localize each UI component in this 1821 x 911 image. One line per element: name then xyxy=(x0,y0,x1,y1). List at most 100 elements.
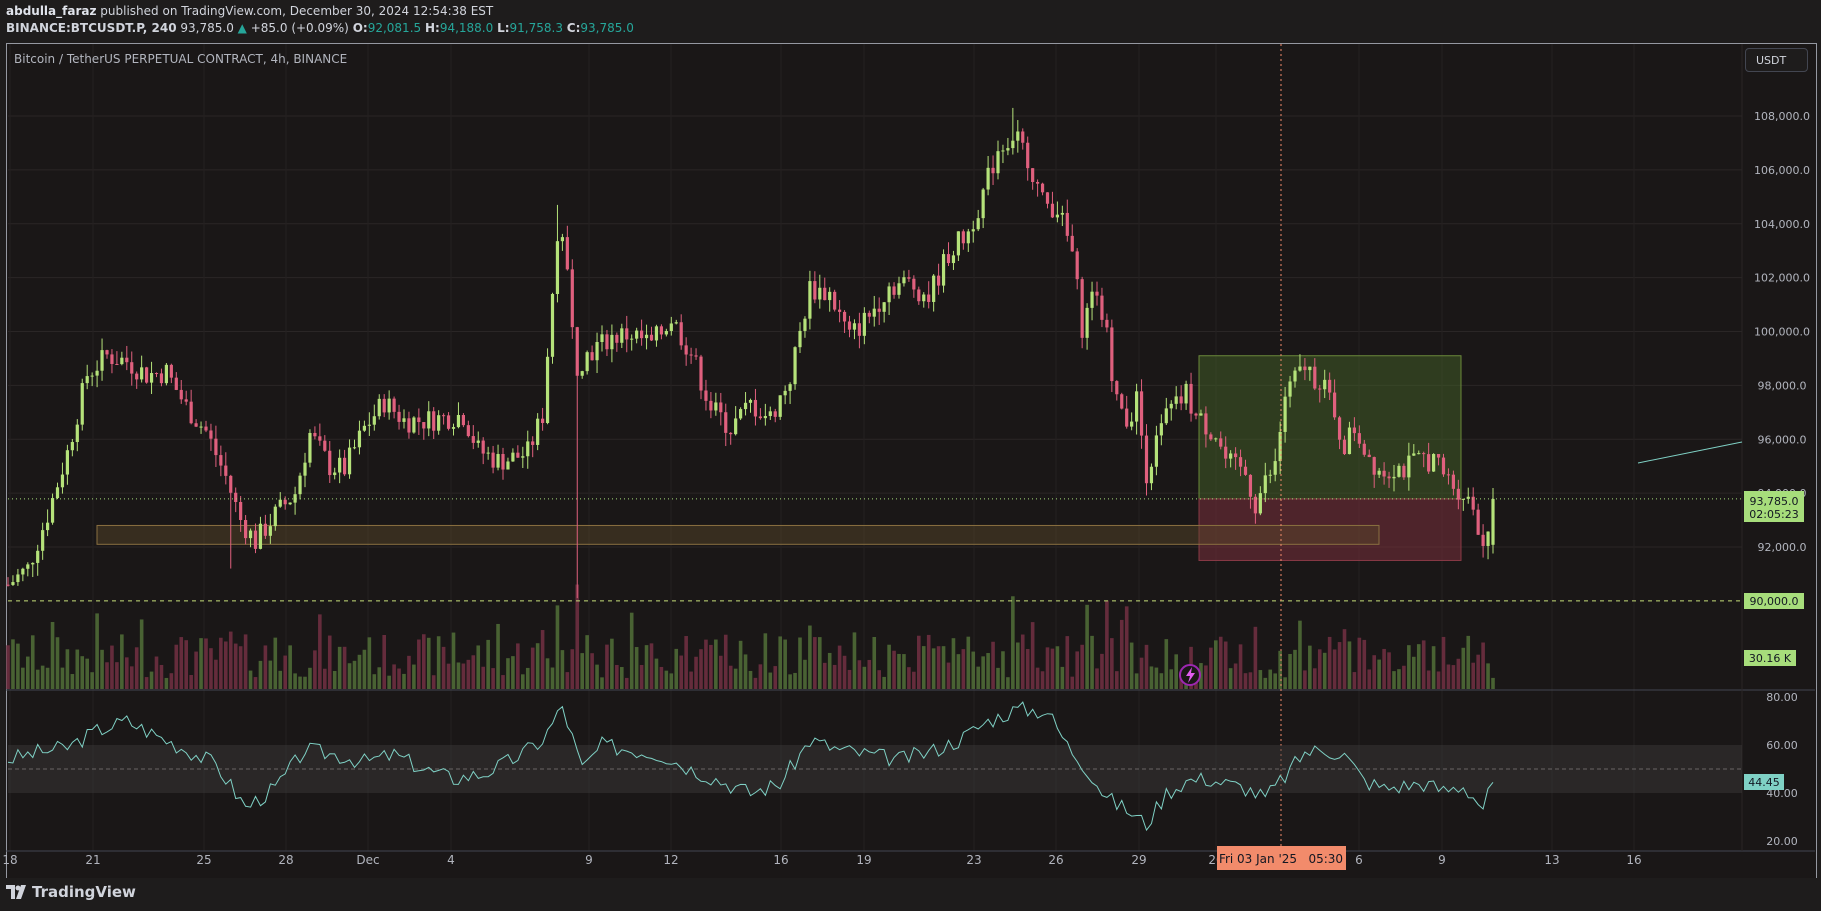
volume-bar xyxy=(293,673,297,689)
candle-body xyxy=(699,356,703,391)
candle-body xyxy=(912,278,916,290)
volume-bar xyxy=(238,646,243,689)
candle-body xyxy=(1243,466,1248,475)
volume-bar xyxy=(511,656,515,689)
candle-body xyxy=(659,326,663,335)
volume-bar xyxy=(976,666,980,689)
volume-bar xyxy=(481,666,485,689)
volume-bar xyxy=(1164,639,1169,689)
candle-body xyxy=(1070,235,1074,252)
volume-bar xyxy=(1441,636,1446,689)
time-tick-label: 18 xyxy=(2,853,17,867)
candle-body xyxy=(773,411,777,417)
tradingview-logo[interactable]: TradingView xyxy=(6,883,136,901)
candle-body xyxy=(491,452,495,468)
candle-body xyxy=(818,287,822,300)
candle-body xyxy=(1367,454,1371,458)
volume-bar xyxy=(100,649,104,689)
candle-body xyxy=(541,418,545,424)
volume-bar xyxy=(1377,659,1381,689)
volume-bar xyxy=(105,662,109,689)
candle-body xyxy=(36,550,40,563)
candle-body xyxy=(734,418,738,435)
volume-bar xyxy=(1308,645,1312,689)
volume-bar xyxy=(1040,671,1045,689)
candle-body xyxy=(506,461,510,470)
volume-bar xyxy=(129,666,134,689)
volume-bar xyxy=(496,623,500,689)
volume-bar xyxy=(1110,638,1114,689)
volume-bar xyxy=(65,649,70,689)
candle-body xyxy=(417,417,421,423)
volume-bar xyxy=(362,649,367,689)
candle-body xyxy=(125,357,129,363)
volume-bar xyxy=(1367,669,1372,689)
volume-bar xyxy=(1214,640,1218,689)
candle-body xyxy=(1159,423,1163,436)
volume-bar xyxy=(194,651,198,689)
volume-bar xyxy=(85,658,89,689)
last-price-label: 93,785.0 02:05:23 xyxy=(1744,491,1804,522)
candle-body xyxy=(946,254,951,264)
candle-body xyxy=(115,363,119,365)
rsi-tick-label: 60.00 xyxy=(1766,739,1798,752)
volume-bar xyxy=(298,676,302,689)
time-tick-label: 25 xyxy=(196,853,211,867)
candle-body xyxy=(872,308,876,317)
candle-body xyxy=(397,411,401,422)
volume-text: 30.16 K xyxy=(1749,652,1792,665)
volume-bars xyxy=(6,584,1495,689)
volume-bar xyxy=(892,650,896,689)
candle-body xyxy=(333,472,337,476)
author-name[interactable]: abdulla_faraz xyxy=(6,4,97,18)
chart-footer xyxy=(0,878,1821,911)
volume-bar xyxy=(224,641,228,689)
chart-header: abdulla_faraz published on TradingView.c… xyxy=(0,0,1821,42)
candle-body xyxy=(1392,476,1396,479)
volume-bar xyxy=(1416,644,1421,689)
volume-bar xyxy=(45,667,50,689)
volume-bar xyxy=(40,665,45,689)
volume-bar xyxy=(1124,606,1129,689)
volume-bar xyxy=(822,662,827,689)
currency-button[interactable]: USDT xyxy=(1745,48,1808,72)
volume-bar xyxy=(966,636,971,689)
volume-bar xyxy=(382,634,386,689)
candle-body xyxy=(620,328,624,343)
volume-bar xyxy=(258,660,263,689)
candle-body xyxy=(664,331,668,335)
volume-bar xyxy=(654,658,659,689)
volume-bar xyxy=(288,645,292,689)
volume-bar xyxy=(1154,667,1159,689)
volume-bar xyxy=(55,637,60,689)
volume-bar xyxy=(233,643,238,689)
candle-body xyxy=(531,441,535,445)
volume-bar xyxy=(709,644,713,689)
volume-bar xyxy=(1001,651,1005,689)
volume-bar xyxy=(684,636,688,689)
candle-body xyxy=(1045,192,1050,204)
candle-body xyxy=(1461,498,1465,500)
candle-body xyxy=(1347,427,1352,455)
volume-bar xyxy=(877,670,881,689)
candle-body xyxy=(1169,403,1173,409)
volume-bar xyxy=(639,665,644,689)
candle-body xyxy=(961,231,965,244)
candle-body xyxy=(199,426,203,428)
volume-bar xyxy=(842,655,847,689)
volume-bar xyxy=(337,646,342,689)
volume-bar xyxy=(1421,640,1426,689)
volume-bar xyxy=(253,677,258,689)
volume-bar xyxy=(1035,667,1040,689)
lightning-icon[interactable] xyxy=(1179,664,1201,686)
candle-body xyxy=(26,564,30,569)
candle-body xyxy=(184,399,188,402)
chart-pane[interactable] xyxy=(6,43,1817,880)
candle-body xyxy=(486,452,490,454)
candle-body xyxy=(1491,498,1495,545)
time-tick-label: 9 xyxy=(585,853,593,867)
candle-body xyxy=(996,151,1000,174)
volume-bar xyxy=(699,649,703,689)
volume-bar xyxy=(21,667,25,689)
